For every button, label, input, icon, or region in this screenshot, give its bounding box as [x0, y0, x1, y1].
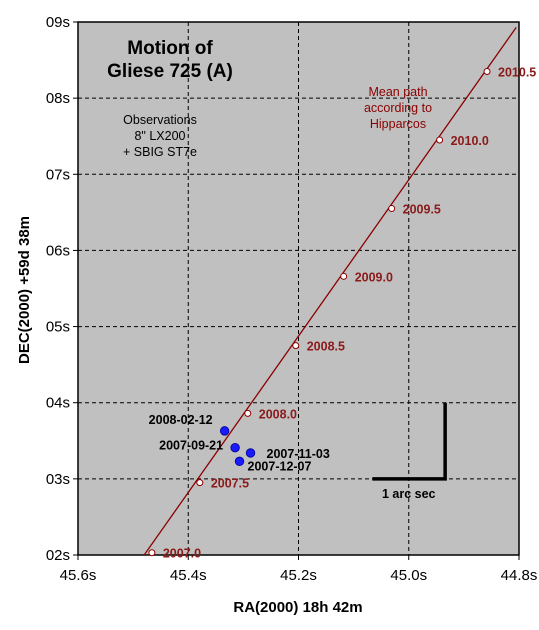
- epoch-marker: [244, 409, 252, 417]
- y-tick-label: 08s: [46, 90, 70, 107]
- epoch-marker: [340, 272, 348, 280]
- x-axis-ticks: 45.6s 45.4s 45.2s 45.0s 44.8s: [60, 555, 538, 584]
- epoch-label: 2009.5: [403, 203, 441, 217]
- epoch-label: 2008.5: [307, 340, 345, 354]
- epoch-label: 2010.0: [451, 134, 489, 148]
- x-tick-label: 44.8s: [501, 567, 538, 584]
- path-note-line-1: Mean path: [368, 85, 427, 99]
- y-tick-label: 03s: [46, 471, 70, 488]
- y-tick-label: 09s: [46, 14, 70, 31]
- epoch-marker: [436, 136, 444, 144]
- instrument-note-line-3: + SBIG ST7e: [123, 145, 197, 159]
- epoch-marker: [292, 342, 300, 350]
- x-tick-label: 45.4s: [170, 567, 207, 584]
- x-tick-label: 45.2s: [280, 567, 317, 584]
- observation-point: [219, 426, 230, 436]
- epoch-marker: [148, 549, 156, 557]
- path-note-line-2: according to: [364, 101, 432, 115]
- x-tick-label: 45.6s: [60, 567, 97, 584]
- y-tick-label: 07s: [46, 166, 70, 183]
- chart-title-line-2: Gliese 725 (A): [107, 61, 233, 82]
- epoch-marker: [196, 479, 204, 487]
- observation-label: 2007-11-03: [267, 447, 330, 461]
- y-tick-label: 02s: [46, 547, 70, 564]
- observation-point: [230, 442, 240, 453]
- epoch-label: 2008.0: [259, 407, 297, 421]
- y-tick-label: 04s: [46, 395, 70, 412]
- scale-bar-label: 1 arc sec: [382, 487, 436, 501]
- grid: [78, 22, 519, 555]
- path-note-line-3: Hipparcos: [370, 117, 426, 131]
- observation-label: 2007-09-21: [159, 439, 223, 453]
- hipparcos-mean-path-line: [143, 26, 517, 556]
- epoch-marker: [388, 205, 396, 213]
- chart-title-line-1: Motion of: [127, 38, 213, 59]
- y-axis-ticks: 02s 03s 04s 05s 06s 07s 08s 09s: [46, 14, 78, 564]
- epoch-label: 2009.0: [355, 270, 393, 284]
- observation-label: 2008-02-12: [149, 413, 213, 427]
- x-axis-title: RA(2000) 18h 42m: [233, 599, 362, 616]
- x-tick-label: 45.0s: [390, 567, 427, 584]
- epoch-label: 2010.5: [498, 65, 536, 79]
- y-tick-label: 05s: [46, 319, 70, 336]
- observation-point: [234, 456, 245, 467]
- instrument-note-line-2: 8" LX200: [134, 129, 185, 143]
- epoch-label: 2007.5: [211, 477, 249, 491]
- instrument-note-line-1: Observations: [123, 113, 197, 127]
- chart-marks: 2007.0 2007.5 2008.0 2008.5 2009.0 2009.5 2010…: [143, 26, 536, 561]
- epoch-marker: [483, 67, 491, 75]
- scale-bar: [372, 402, 447, 481]
- observation-label: 2007-12-07: [248, 459, 312, 473]
- y-tick-label: 06s: [46, 242, 70, 259]
- observation-point: [245, 448, 256, 458]
- epoch-label: 2007.0: [163, 547, 201, 561]
- y-axis-title: DEC(2000) +59d 38m: [16, 216, 33, 364]
